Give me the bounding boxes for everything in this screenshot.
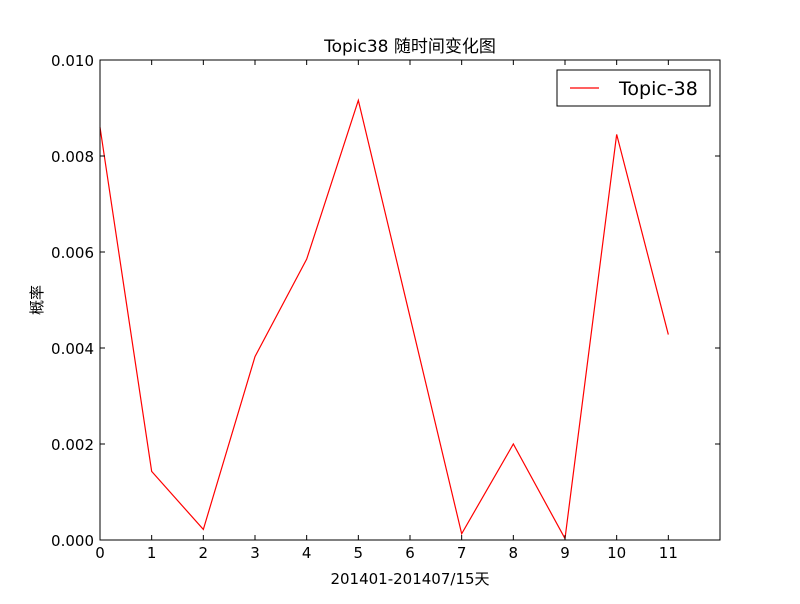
y-axis-label: 概率 [28, 285, 46, 315]
x-tick-label: 9 [560, 544, 570, 562]
y-tick-label: 0.006 [51, 244, 94, 262]
legend: Topic-38 [556, 69, 711, 107]
y-tick-label: 0.000 [51, 532, 94, 550]
y-tick-label: 0.008 [51, 148, 94, 166]
series-layer [99, 98, 669, 541]
x-tick-label: 4 [302, 544, 312, 562]
chart-title: Topic38 随时间变化图 [323, 37, 496, 57]
series-line [99, 98, 669, 541]
x-axis-label: 201401-201407/15天 [330, 570, 489, 588]
x-tick-label: 5 [354, 544, 364, 562]
y-tick-label: 0.010 [51, 52, 94, 70]
x-tick-label: 11 [659, 544, 678, 562]
y-tick-label: 0.002 [51, 436, 94, 454]
x-tick-label: 8 [509, 544, 519, 562]
x-tick-label: 3 [250, 544, 260, 562]
x-tick-label: 6 [405, 544, 415, 562]
x-tick-label: 0 [95, 544, 105, 562]
x-tick-label: 1 [147, 544, 157, 562]
x-tick-label: 10 [607, 544, 626, 562]
plot-frame [99, 59, 721, 541]
x-tick-label: 7 [457, 544, 467, 562]
labels-layer: 0 1 2 3 4 5 6 7 8 9 10 11 0.000 0.002 0.004 0.006 0.008 0… [51, 52, 678, 562]
legend-label: Topic-38 [618, 78, 698, 100]
x-tick-label: 2 [199, 544, 209, 562]
y-tick-label: 0.004 [51, 340, 94, 358]
